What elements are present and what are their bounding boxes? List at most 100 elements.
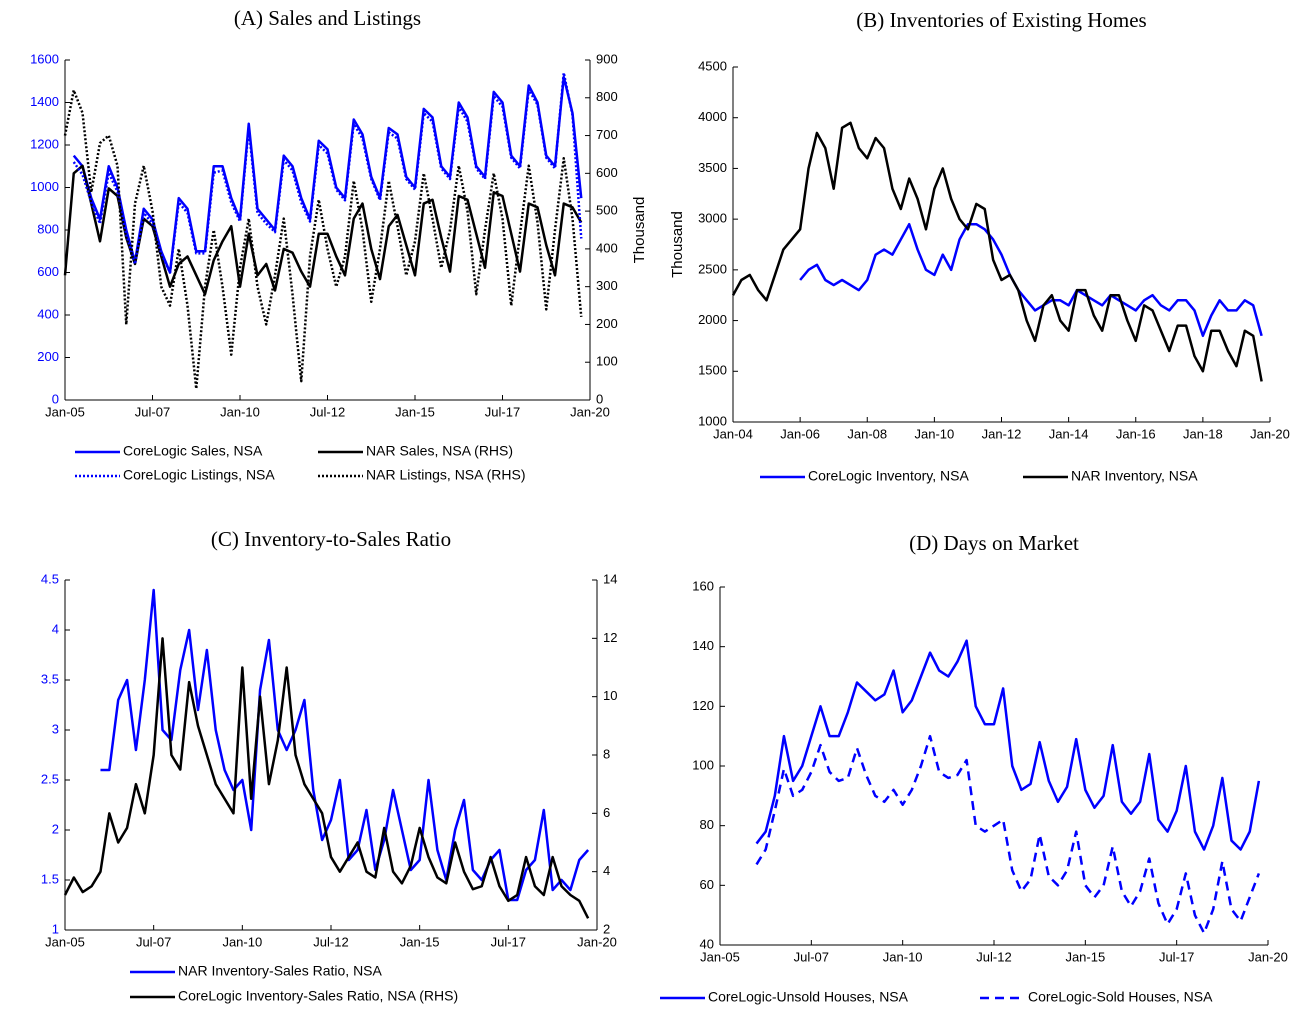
- chart-title: (C) Inventory-to-Sales Ratio: [211, 527, 451, 551]
- y-tick-label: 3.5: [41, 671, 59, 686]
- y2-tick-label: 300: [596, 278, 618, 293]
- x-tick-label: Jan-08: [847, 426, 887, 441]
- data-line: [100, 588, 590, 902]
- x-tick-label: Jan-05: [700, 949, 740, 964]
- y2-tick-label: 4: [603, 863, 610, 878]
- x-tick-label: Jan-04: [713, 426, 753, 441]
- y2-tick-label: 100: [596, 354, 618, 369]
- legend-label: CoreLogic Inventory-Sales Ratio, NSA (RH…: [178, 988, 458, 1004]
- x-tick-label: Jan-06: [780, 426, 820, 441]
- y2-tick-label: 600: [596, 165, 618, 180]
- x-tick-label: Jul-12: [310, 404, 345, 419]
- legend-label: CoreLogic Inventory, NSA: [808, 468, 969, 484]
- y2-tick-label: 6: [603, 805, 610, 820]
- legend-label: NAR Inventory, NSA: [1071, 468, 1198, 484]
- x-tick-label: Jan-20: [1250, 426, 1290, 441]
- x-tick-label: Jan-20: [570, 404, 610, 419]
- x-tick-label: Jul-12: [976, 949, 1011, 964]
- y-tick-label: 2500: [698, 261, 727, 276]
- y2-axis-label: Thousand: [631, 197, 648, 264]
- y-tick-label: 4500: [698, 58, 727, 73]
- x-tick-label: Jul-17: [485, 404, 520, 419]
- x-tick-label: Jul-17: [491, 934, 526, 949]
- x-tick-label: Jan-14: [1049, 426, 1089, 441]
- y-tick-label: 1400: [30, 94, 59, 109]
- y2-tick-label: 14: [603, 571, 617, 586]
- y2-tick-label: 200: [596, 316, 618, 331]
- legend-label: CoreLogic-Sold Houses, NSA: [1028, 989, 1213, 1005]
- x-tick-label: Jan-05: [45, 934, 85, 949]
- x-tick-label: Jan-12: [982, 426, 1022, 441]
- x-tick-label: Jan-10: [220, 404, 260, 419]
- data-line: [755, 639, 1261, 851]
- legend-label: NAR Inventory-Sales Ratio, NSA: [178, 963, 383, 979]
- y2-tick-label: 700: [596, 127, 618, 142]
- y-tick-label: 1000: [698, 413, 727, 428]
- y-tick-label: 200: [37, 349, 59, 364]
- y2-tick-label: 500: [596, 203, 618, 218]
- x-tick-label: Jan-10: [883, 949, 923, 964]
- chart-title: (D) Days on Market: [909, 531, 1079, 555]
- y-axis-label: Thousand: [669, 211, 686, 278]
- x-tick-label: Jan-20: [577, 934, 617, 949]
- x-tick-label: Jan-18: [1183, 426, 1223, 441]
- x-tick-label: Jul-12: [313, 934, 348, 949]
- y-tick-label: 1: [52, 921, 59, 936]
- x-tick-label: Jan-15: [400, 934, 440, 949]
- legend-label: CoreLogic Listings, NSA: [123, 467, 275, 483]
- y-tick-label: 1.5: [41, 871, 59, 886]
- y2-tick-label: 800: [596, 89, 618, 104]
- x-tick-label: Jan-10: [222, 934, 262, 949]
- x-tick-label: Jul-07: [135, 404, 170, 419]
- x-tick-label: Jan-15: [1065, 949, 1105, 964]
- y-tick-label: 4.5: [41, 571, 59, 586]
- data-line: [731, 121, 1263, 382]
- y2-tick-label: 8: [603, 746, 610, 761]
- y-tick-label: 60: [700, 877, 714, 892]
- y-tick-label: 1500: [698, 363, 727, 378]
- x-tick-label: Jan-15: [395, 404, 435, 419]
- y-tick-label: 2000: [698, 312, 727, 327]
- y2-tick-label: 10: [603, 688, 617, 703]
- y-tick-label: 100: [692, 757, 714, 772]
- x-tick-label: Jan-20: [1248, 949, 1288, 964]
- y-tick-label: 80: [700, 817, 714, 832]
- y-tick-label: 1000: [30, 179, 59, 194]
- chart-title: (A) Sales and Listings: [234, 6, 421, 30]
- y-tick-label: 2: [52, 821, 59, 836]
- data-line: [755, 734, 1261, 935]
- x-tick-label: Jan-10: [915, 426, 955, 441]
- legend-label: CoreLogic Sales, NSA: [123, 443, 263, 459]
- y2-tick-label: 900: [596, 51, 618, 66]
- y-tick-label: 140: [692, 638, 714, 653]
- y-tick-label: 120: [692, 698, 714, 713]
- legend-label: NAR Listings, NSA (RHS): [366, 467, 525, 483]
- y-tick-label: 3: [52, 721, 59, 736]
- data-line: [63, 637, 590, 919]
- data-line: [63, 88, 583, 390]
- y-tick-label: 40: [700, 936, 714, 951]
- x-tick-label: Jul-07: [794, 949, 829, 964]
- y-tick-label: 0: [52, 391, 59, 406]
- y-tick-label: 600: [37, 264, 59, 279]
- y-tick-label: 4000: [698, 109, 727, 124]
- legend-label: NAR Sales, NSA (RHS): [366, 443, 513, 459]
- y-tick-label: 3500: [698, 160, 727, 175]
- y-tick-label: 2.5: [41, 771, 59, 786]
- x-tick-label: Jan-16: [1116, 426, 1156, 441]
- y-tick-label: 4: [52, 621, 59, 636]
- y2-tick-label: 400: [596, 240, 618, 255]
- y-tick-label: 3000: [698, 211, 727, 226]
- y-tick-label: 400: [37, 306, 59, 321]
- legend-label: CoreLogic-Unsold Houses, NSA: [708, 989, 909, 1005]
- y-tick-label: 1600: [30, 51, 59, 66]
- x-tick-label: Jul-17: [1159, 949, 1194, 964]
- data-line: [63, 164, 583, 296]
- data-line: [72, 75, 583, 274]
- y2-tick-label: 12: [603, 630, 617, 645]
- data-line: [72, 71, 583, 274]
- y-tick-label: 1200: [30, 136, 59, 151]
- data-line: [799, 222, 1263, 338]
- y2-tick-label: 2: [603, 921, 610, 936]
